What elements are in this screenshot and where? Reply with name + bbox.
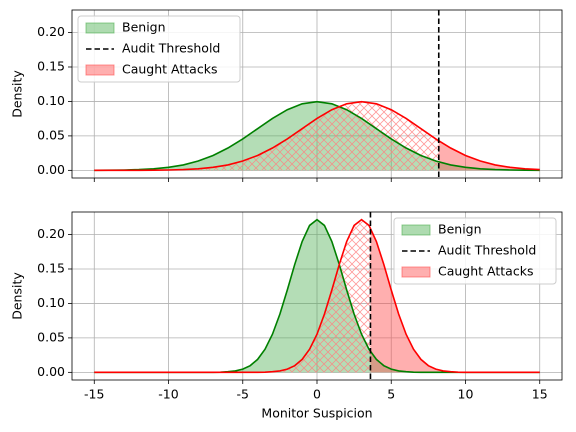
x-tick-label: 15 bbox=[532, 387, 548, 402]
legend-box bbox=[77, 15, 241, 83]
plot-area bbox=[94, 10, 540, 178]
x-axis-label: Monitor Suspicion bbox=[261, 406, 372, 421]
legend-label: Audit Threshold bbox=[438, 243, 536, 258]
x-tick-label: -15 bbox=[84, 387, 104, 402]
legend: Benign Audit Threshold Caught Attacks bbox=[393, 217, 557, 285]
missed-attack-hatch bbox=[94, 219, 371, 373]
y-tick-label: 0.10 bbox=[37, 93, 65, 108]
benign-area bbox=[94, 219, 540, 373]
subplot: -15 -10 -5 0 5 10 15 0.00 0.05 0.10 0.15 0.20 Densit… bbox=[10, 211, 563, 421]
axes-frame bbox=[71, 9, 563, 179]
y-tick-label: 0.00 bbox=[37, 162, 65, 177]
x-tick-label: -10 bbox=[158, 387, 178, 402]
legend-swatch bbox=[401, 224, 431, 236]
x-tick-label: 5 bbox=[387, 387, 395, 402]
axes-frame bbox=[71, 211, 563, 381]
y-tick-label: 0.10 bbox=[37, 295, 65, 310]
legend-swatch bbox=[401, 266, 431, 278]
y-tick-label: 0.20 bbox=[37, 24, 65, 39]
x-tick-label: 0 bbox=[313, 387, 321, 402]
caught-attack-area bbox=[438, 140, 540, 171]
series-line bbox=[94, 218, 540, 374]
series-line bbox=[94, 100, 540, 172]
missed-attack-hatch bbox=[94, 101, 439, 171]
series-line bbox=[94, 100, 540, 172]
y-tick-label: 0.00 bbox=[37, 364, 65, 379]
y-axis-label: Density bbox=[10, 70, 25, 118]
legend: Benign Audit Threshold Caught Attacks bbox=[77, 15, 241, 83]
legend-label: Caught Attacks bbox=[122, 62, 217, 77]
plot-area bbox=[94, 212, 540, 380]
y-tick-label: 0.15 bbox=[37, 58, 65, 73]
legend-label: Caught Attacks bbox=[438, 264, 533, 279]
legend-label: Audit Threshold bbox=[122, 41, 220, 56]
legend-swatch bbox=[85, 64, 115, 76]
legend-swatch bbox=[85, 22, 115, 34]
y-tick-label: 0.05 bbox=[37, 127, 65, 142]
y-axis-label: Density bbox=[10, 272, 25, 320]
y-tick-label: 0.15 bbox=[37, 260, 65, 275]
legend-label: Benign bbox=[438, 222, 482, 237]
y-tick-label: 0.20 bbox=[37, 226, 65, 241]
legend-box bbox=[393, 217, 557, 285]
y-tick-label: 0.05 bbox=[37, 329, 65, 344]
x-tick-label: 10 bbox=[458, 387, 474, 402]
legend-label: Benign bbox=[122, 20, 166, 35]
caught-attack-area bbox=[370, 228, 540, 373]
subplot: 0.00 0.05 0.10 0.15 0.20 Density Benign Audit T… bbox=[10, 9, 563, 182]
x-tick-label: -5 bbox=[237, 387, 249, 402]
